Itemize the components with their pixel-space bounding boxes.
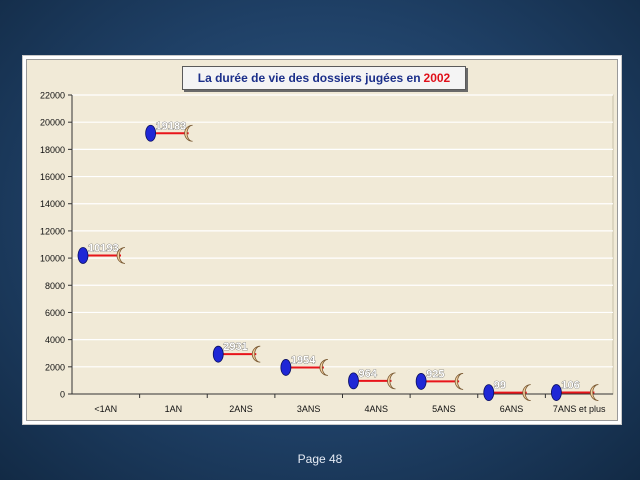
x-tick-label: 2ANS: [229, 404, 253, 414]
y-tick-label: 12000: [40, 226, 65, 236]
crescent-end-marker: [387, 372, 396, 390]
data-point-marker: [212, 345, 224, 363]
data-point-marker: [145, 124, 157, 142]
x-tick-label: 6ANS: [500, 404, 524, 414]
y-tick-label: 20000: [40, 118, 65, 128]
data-label: 964: [359, 368, 378, 380]
data-label: 106: [561, 380, 579, 392]
chart-title: La durée de vie des dossiers jugées en 2…: [182, 66, 466, 90]
data-label: 99: [494, 380, 506, 392]
chart-frame: 0 2000 4000 6000 8000 10000 12000 14000 16000 180…: [22, 55, 622, 425]
crescent-end-marker: [251, 345, 261, 363]
crescent-end-marker: [590, 384, 599, 401]
data-label: 1954: [291, 354, 316, 366]
y-tick-label: 4000: [45, 335, 65, 345]
x-tick-label: 1AN: [165, 404, 183, 414]
data-point-marker: [550, 384, 562, 401]
chart-svg: 0 2000 4000 6000 8000 10000 12000 14000 16000 180…: [40, 91, 614, 414]
x-tick-label: <1AN: [94, 404, 117, 414]
chart-title-year: 2002: [423, 71, 451, 85]
crescent-end-marker: [522, 384, 531, 402]
data-point-marker: [483, 384, 495, 402]
data-point-marker: [77, 247, 89, 264]
page-number: Page 48: [297, 452, 343, 466]
y-tick-label: 22000: [40, 91, 65, 101]
crescent-end-marker: [116, 247, 126, 264]
data-label: 2931: [223, 341, 247, 353]
data-point-marker: [280, 359, 292, 376]
y-tick-label: 0: [60, 390, 65, 400]
x-tick-label: 5ANS: [432, 404, 456, 414]
y-tick-label: 6000: [45, 308, 65, 318]
y-tick-label: 18000: [40, 145, 65, 155]
x-tick-label: 3ANS: [297, 404, 321, 414]
crescent-end-marker: [184, 124, 193, 142]
y-tick-label: 14000: [40, 199, 65, 209]
crescent-end-marker: [454, 373, 464, 390]
y-tick-label: 8000: [45, 281, 65, 291]
data-point-marker: [415, 373, 427, 390]
data-label: 10193: [88, 242, 119, 254]
data-label: 925: [426, 368, 444, 380]
y-tick-label: 10000: [40, 254, 65, 264]
plot-area: [71, 94, 614, 395]
chart-panel: 0 2000 4000 6000 8000 10000 12000 14000 16000 180…: [26, 59, 618, 421]
crescent-end-marker: [319, 359, 328, 376]
data-point-marker: [348, 372, 359, 390]
chart-title-text: La durée de vie des dossiers jugées en: [197, 71, 421, 85]
x-tick-label: 4ANS: [365, 404, 389, 414]
y-tick-label: 2000: [45, 362, 65, 372]
data-label: 19183: [156, 120, 187, 132]
x-tick-label: 7ANS et plus: [553, 404, 606, 414]
y-tick-label: 16000: [40, 172, 65, 182]
